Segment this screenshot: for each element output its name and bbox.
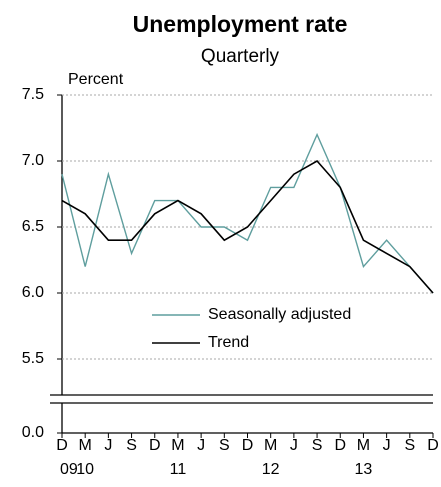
- y-tick-label: 7.5: [22, 86, 44, 103]
- x-tick-label: S: [219, 437, 230, 454]
- year-label: 12: [262, 461, 280, 478]
- year-label: 10: [76, 461, 94, 478]
- x-tick-label: M: [171, 437, 184, 454]
- x-tick-label: D: [427, 437, 439, 454]
- x-tick-label: J: [104, 437, 112, 454]
- y-axis-label: Percent: [68, 71, 124, 88]
- y-tick-label: 7.0: [22, 152, 44, 169]
- x-tick-label: J: [197, 437, 205, 454]
- series-line: [61, 132, 434, 294]
- legend-label: Seasonally adjusted: [208, 306, 351, 323]
- chart-title: Unemployment rate: [133, 11, 348, 37]
- x-tick-label: D: [149, 437, 161, 454]
- year-label: 13: [355, 461, 373, 478]
- x-tick-label: J: [383, 437, 391, 454]
- x-tick-label: D: [242, 437, 254, 454]
- x-tick-label: M: [264, 437, 277, 454]
- y-tick-label: 6.0: [22, 284, 44, 301]
- x-tick-label: J: [290, 437, 298, 454]
- y-tick-label: 5.5: [22, 350, 44, 367]
- x-tick-label: D: [56, 437, 68, 454]
- x-tick-label: S: [126, 437, 137, 454]
- x-tick-label: S: [404, 437, 415, 454]
- x-tick-label: D: [334, 437, 346, 454]
- y-tick-label: 0.0: [22, 424, 44, 441]
- x-tick-label: M: [357, 437, 370, 454]
- y-tick-label: 6.5: [22, 218, 44, 235]
- x-tick-label: M: [79, 437, 92, 454]
- legend-label: Trend: [208, 334, 249, 351]
- x-tick-label: S: [312, 437, 323, 454]
- series-line: [61, 159, 434, 294]
- chart-subtitle: Quarterly: [201, 46, 280, 67]
- year-label: 11: [170, 461, 187, 478]
- year-label: 09: [60, 461, 78, 478]
